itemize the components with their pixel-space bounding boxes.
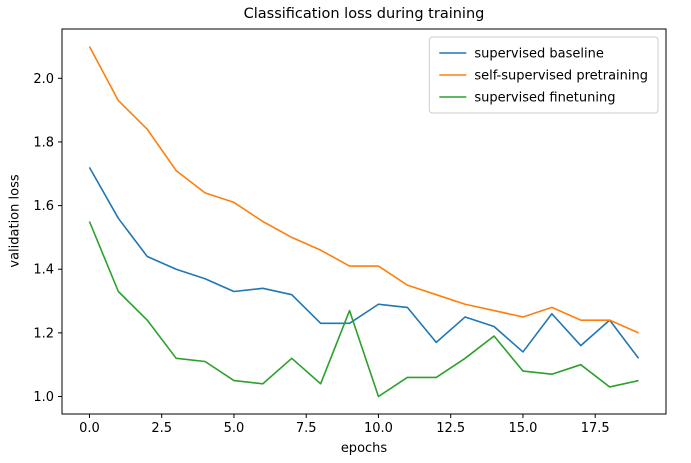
y-tick-label: 2.0	[33, 72, 54, 87]
x-tick-label: 2.5	[151, 421, 172, 436]
legend-label: supervised baseline	[474, 47, 604, 62]
y-tick-label: 1.8	[33, 135, 54, 150]
plot-border	[61, 28, 667, 415]
series-line-supervised-baseline	[88, 167, 640, 359]
y-tick-label: 1.4	[33, 263, 54, 278]
series-line-self-supervised-pretraining	[88, 46, 639, 334]
y-tick-label: 1.6	[33, 199, 54, 214]
x-tick-label: 5.0	[224, 421, 245, 436]
y-axis-label: validation loss	[7, 174, 23, 268]
legend: supervised baseline self-supervised pretr…	[428, 36, 659, 114]
y-tick-label: 1.2	[33, 326, 54, 341]
chart-title: Classification loss during training	[243, 6, 485, 22]
x-tick-label: 12.5	[436, 421, 465, 436]
x-tick-label: 0.0	[79, 421, 100, 436]
legend-label: self-supervised pretraining	[474, 69, 648, 84]
legend-label: supervised finetuning	[474, 91, 615, 106]
x-tick-label: 17.5	[581, 421, 610, 436]
legend-box	[428, 36, 659, 114]
x-tick-label: 7.5	[296, 421, 317, 436]
x-tick-label: 15.0	[508, 421, 537, 436]
x-tick-label: 10.0	[364, 421, 393, 436]
x-axis-label: epochs	[340, 441, 388, 456]
series-line-supervised-finetuning	[88, 221, 639, 398]
y-tick-label: 1.0	[33, 390, 54, 405]
